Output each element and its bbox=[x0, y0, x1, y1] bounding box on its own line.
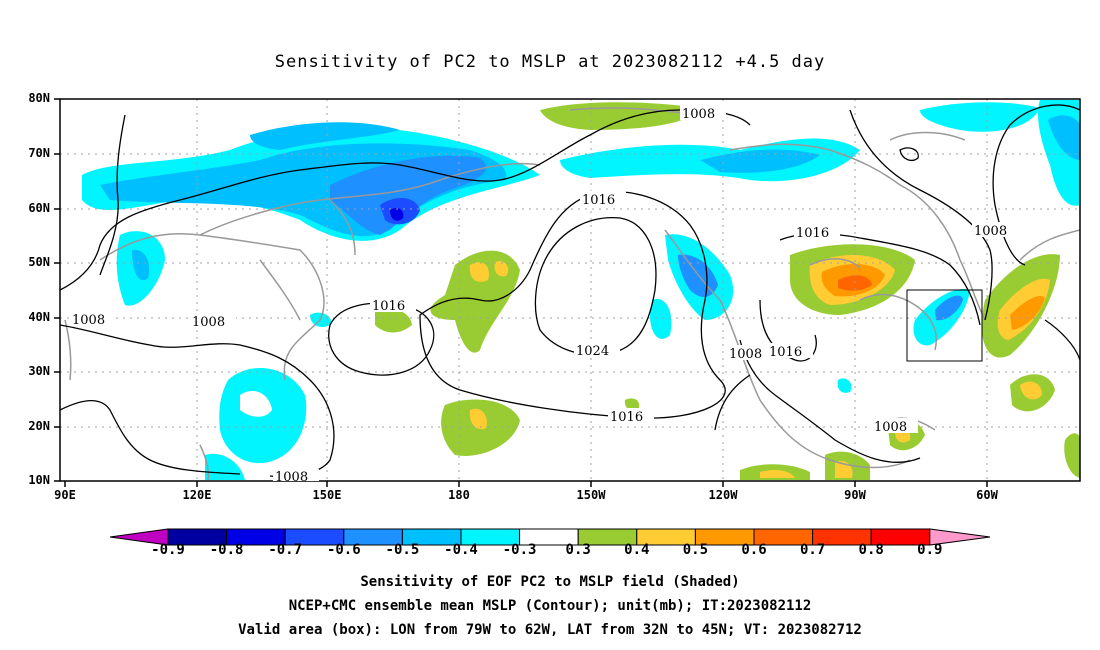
contour-label: 1024 bbox=[576, 344, 609, 359]
lat-label: 60N bbox=[28, 201, 50, 215]
contour-label: 1008 bbox=[874, 420, 907, 435]
lon-label: 120E bbox=[182, 488, 212, 502]
map-title: Sensitivity of PC2 to MSLP at 2023082112… bbox=[274, 52, 826, 72]
lat-label: 10N bbox=[28, 473, 50, 487]
lat-label: 80N bbox=[28, 91, 50, 105]
lat-label: 40N bbox=[28, 310, 50, 324]
lon-label: 150E bbox=[312, 488, 342, 502]
colorbar-label: -0.8 bbox=[209, 542, 244, 558]
lon-label: 90E bbox=[54, 488, 76, 502]
coastlines bbox=[64, 107, 1080, 481]
colorbar-label: -0.9 bbox=[151, 542, 185, 558]
tick-marks bbox=[54, 98, 988, 487]
contour-label: 1016 bbox=[610, 410, 643, 425]
colorbar-label: 0.4 bbox=[624, 542, 650, 558]
contour-label: 1008 bbox=[192, 315, 225, 330]
colorbar bbox=[109, 528, 991, 546]
shaded-sensitivity bbox=[82, 100, 1080, 480]
contour-label: 1016 bbox=[796, 226, 829, 241]
mslp-contours bbox=[60, 104, 1080, 478]
colorbar-label: 0.7 bbox=[799, 542, 826, 558]
colorbar-cell bbox=[929, 528, 991, 546]
lat-label: 20N bbox=[28, 419, 50, 433]
contour-label: 1008 bbox=[682, 107, 715, 122]
map-frame bbox=[59, 98, 1081, 482]
caption-shaded: Sensitivity of EOF PC2 to MSLP field (Sh… bbox=[360, 574, 740, 590]
lon-label: 90W bbox=[844, 488, 866, 502]
colorbar-label: -0.4 bbox=[444, 542, 478, 558]
colorbar-label: 0.8 bbox=[858, 542, 884, 558]
contour-label: 1008 bbox=[275, 470, 308, 485]
colorbar-label: 0.3 bbox=[565, 542, 591, 558]
lon-label: 120W bbox=[708, 488, 738, 502]
valid-area-box bbox=[906, 289, 983, 362]
colorbar-label: 0.6 bbox=[741, 542, 767, 558]
caption-contour: NCEP+CMC ensemble mean MSLP (Contour); u… bbox=[288, 598, 812, 614]
contour-label: 1008 bbox=[729, 347, 762, 362]
lat-label: 70N bbox=[28, 146, 50, 160]
contour-label: 1016 bbox=[769, 345, 802, 360]
lat-label: 50N bbox=[28, 255, 50, 269]
contour-label: 1008 bbox=[72, 313, 105, 328]
lat-label: 30N bbox=[28, 364, 50, 378]
contour-label: 1016 bbox=[582, 193, 615, 208]
colorbar-label: -0.6 bbox=[326, 542, 361, 558]
colorbar-label: 0.5 bbox=[682, 542, 709, 558]
lon-label: 150W bbox=[576, 488, 606, 502]
lon-label: 60W bbox=[976, 488, 998, 502]
contour-label: 1016 bbox=[372, 299, 405, 314]
lon-label: 180 bbox=[448, 488, 470, 502]
colorbar-label: 0.9 bbox=[917, 542, 943, 558]
contour-label: 1008 bbox=[974, 224, 1007, 239]
colorbar-label: -0.3 bbox=[502, 542, 537, 558]
caption-valid-area: Valid area (box): LON from 79W to 62W, L… bbox=[238, 622, 862, 638]
contour-labels: 1008 1016 1016 1024 1016 1008 1008 1008 … bbox=[70, 105, 1018, 485]
colorbar-label: -0.5 bbox=[385, 542, 420, 558]
colorbar-label: -0.7 bbox=[268, 542, 303, 558]
